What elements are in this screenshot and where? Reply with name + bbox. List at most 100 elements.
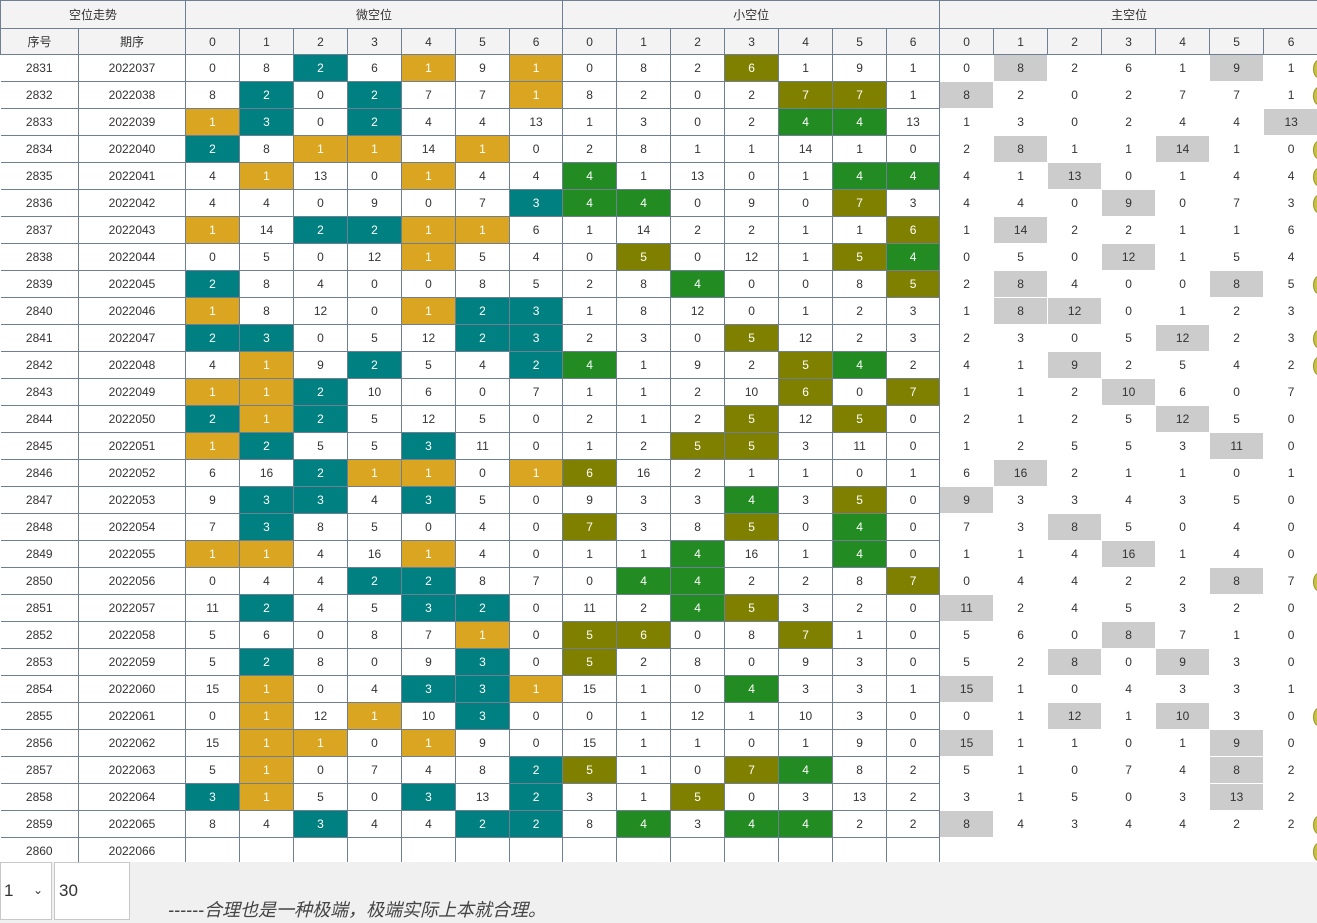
main-cell: 1 bbox=[1155, 216, 1211, 244]
small-cell: 0 bbox=[670, 621, 726, 649]
row-index-cell: 2836 bbox=[0, 189, 79, 217]
row-index-cell: 2839 bbox=[0, 270, 79, 298]
main-cell: 5 bbox=[939, 648, 995, 676]
main-cell: 0 bbox=[1263, 729, 1317, 757]
micro-cell: 4 bbox=[185, 351, 241, 379]
main-cell: 2 bbox=[1209, 810, 1265, 838]
small-cell: 7 bbox=[886, 567, 941, 595]
micro-cell: 1 bbox=[401, 243, 457, 271]
main-cell: 0 bbox=[1263, 702, 1317, 730]
micro-cell: 5 bbox=[455, 243, 511, 271]
main-cell: 2 bbox=[939, 405, 995, 433]
small-cell: 0 bbox=[886, 540, 941, 568]
small-cell: 12 bbox=[724, 243, 780, 271]
footer-bar: 1 ⌄ 30 ------合理也是一种极端，极端实际上本就合理。 bbox=[0, 862, 1317, 923]
main-cell: 8 bbox=[1101, 621, 1157, 649]
row-period-cell: 2022066 bbox=[77, 837, 187, 865]
row-index-cell: 2842 bbox=[0, 351, 79, 379]
micro-cell: 4 bbox=[293, 540, 349, 568]
row-index-cell: 2847 bbox=[0, 486, 79, 514]
main-cell: 2 bbox=[1263, 783, 1317, 811]
small-cell: 3 bbox=[778, 432, 834, 460]
small-cell: 9 bbox=[778, 648, 834, 676]
main-cell: 1 bbox=[1155, 459, 1211, 487]
small-cell: 0 bbox=[778, 189, 834, 217]
small-cell: 4 bbox=[832, 513, 888, 541]
main-cell: 4 bbox=[1209, 162, 1265, 190]
small-cell: 8 bbox=[832, 270, 888, 298]
small-cell: 3 bbox=[670, 486, 726, 514]
table-row: 2842 2022048 4 1 9 2 5 4 2 4 1 9 2 5 4 2 4 1 9 2 5 4 2 bbox=[0, 351, 1317, 379]
main-cell bbox=[1263, 837, 1317, 865]
micro-cell: 0 bbox=[509, 594, 564, 622]
small-cell: 0 bbox=[562, 702, 618, 730]
micro-cell: 5 bbox=[347, 405, 403, 433]
small-cell: 1 bbox=[670, 135, 726, 163]
main-cell: 4 bbox=[1155, 756, 1211, 784]
col-main-digit-header: 0 bbox=[939, 28, 995, 55]
row-period-cell: 2022047 bbox=[77, 324, 187, 352]
main-cell: 1 bbox=[993, 405, 1049, 433]
row-period-cell: 2022043 bbox=[77, 216, 187, 244]
micro-cell: 5 bbox=[347, 324, 403, 352]
small-cell: 1 bbox=[778, 216, 834, 244]
micro-cell: 0 bbox=[401, 270, 457, 298]
row-period-cell: 2022037 bbox=[77, 54, 187, 82]
main-cell: 11 bbox=[1209, 432, 1265, 460]
main-cell: 2 bbox=[1101, 216, 1157, 244]
small-cell: 5 bbox=[832, 243, 888, 271]
micro-cell: 15 bbox=[185, 729, 241, 757]
small-cell: 1 bbox=[778, 54, 834, 82]
small-cell: 8 bbox=[616, 54, 672, 82]
page-size-input[interactable]: 30 bbox=[54, 862, 130, 920]
small-cell: 1 bbox=[778, 540, 834, 568]
row-period-cell: 2022059 bbox=[77, 648, 187, 676]
micro-cell: 0 bbox=[347, 270, 403, 298]
main-cell: 1 bbox=[1101, 135, 1157, 163]
micro-cell: 8 bbox=[455, 567, 511, 595]
main-cell: 3 bbox=[1047, 486, 1103, 514]
small-cell: 0 bbox=[724, 270, 780, 298]
row-period-cell: 2022051 bbox=[77, 432, 187, 460]
micro-cell: 13 bbox=[509, 108, 564, 136]
micro-cell: 10 bbox=[401, 702, 457, 730]
small-cell: 4 bbox=[832, 108, 888, 136]
micro-cell: 2 bbox=[455, 594, 511, 622]
small-cell: 3 bbox=[832, 648, 888, 676]
small-cell: 3 bbox=[616, 108, 672, 136]
main-cell: 7 bbox=[1101, 756, 1157, 784]
table-row: 2848 2022054 7 3 8 5 0 4 0 7 3 8 5 0 4 0 7 3 8 5 0 4 0 bbox=[0, 513, 1317, 541]
small-cell: 5 bbox=[832, 486, 888, 514]
micro-cell: 8 bbox=[293, 513, 349, 541]
micro-cell: 8 bbox=[239, 135, 295, 163]
main-cell: 2 bbox=[1047, 216, 1103, 244]
group-micro-header: 微空位 bbox=[185, 0, 564, 29]
small-cell: 0 bbox=[886, 729, 941, 757]
micro-cell bbox=[293, 837, 349, 865]
edge-marker-dot bbox=[1313, 195, 1317, 213]
main-cell: 12 bbox=[1101, 243, 1157, 271]
small-cell: 12 bbox=[778, 324, 834, 352]
main-cell: 3 bbox=[1209, 702, 1265, 730]
micro-cell: 1 bbox=[401, 216, 457, 244]
small-cell: 2 bbox=[724, 351, 780, 379]
main-cell: 7 bbox=[1155, 621, 1211, 649]
small-cell: 0 bbox=[886, 432, 941, 460]
small-cell: 2 bbox=[886, 810, 941, 838]
small-cell: 1 bbox=[562, 216, 618, 244]
micro-cell: 1 bbox=[455, 135, 511, 163]
small-cell: 8 bbox=[616, 135, 672, 163]
micro-cell: 1 bbox=[509, 54, 564, 82]
micro-cell bbox=[347, 837, 403, 865]
main-cell: 3 bbox=[1155, 432, 1211, 460]
small-cell: 1 bbox=[562, 108, 618, 136]
row-index-cell: 2857 bbox=[0, 756, 79, 784]
micro-cell: 1 bbox=[347, 135, 403, 163]
page-select[interactable]: 1 ⌄ bbox=[0, 862, 52, 920]
main-cell: 8 bbox=[1209, 270, 1265, 298]
micro-cell: 1 bbox=[347, 702, 403, 730]
col-small-digit-header: 5 bbox=[832, 28, 888, 55]
small-cell: 8 bbox=[562, 810, 618, 838]
page-size-value: 30 bbox=[59, 881, 78, 900]
row-index-cell: 2852 bbox=[0, 621, 79, 649]
